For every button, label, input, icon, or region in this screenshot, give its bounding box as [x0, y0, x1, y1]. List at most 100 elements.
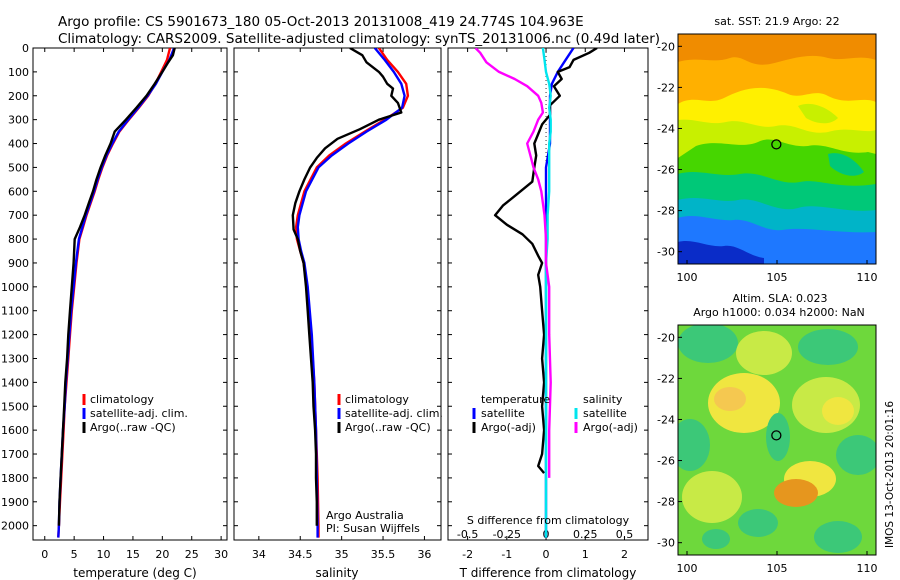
legend-label-argo: Argo(..raw -QC)	[90, 421, 176, 434]
sla-map-argo-location-marker	[771, 430, 782, 441]
depth-tick-label: 0	[22, 42, 29, 55]
temperature-series-argo-raw-qc	[57, 48, 176, 526]
depth-tick-label: 300	[8, 114, 29, 127]
temperature-x-tick-label: 20	[155, 548, 169, 561]
depth-tick-label: 200	[8, 90, 29, 103]
depth-tick-label: 500	[8, 161, 29, 174]
depth-tick-label: 1100	[1, 305, 29, 318]
temperature-series-group	[57, 48, 176, 538]
sla-region-teal	[798, 329, 858, 365]
difference-series-temperature-argo-adj	[493, 48, 598, 474]
sst-map-lat-label: -22	[657, 81, 675, 94]
legend-label-climatology: climatology	[90, 393, 154, 406]
difference-x-tick-label: 1	[582, 548, 589, 561]
series-lines-layer	[57, 48, 598, 538]
difference-x-tick-label: -2	[462, 548, 473, 561]
salinity-panel-frame	[233, 47, 442, 541]
sla-region-orange	[774, 479, 818, 507]
temperature-x-tick-label: 10	[97, 548, 111, 561]
depth-tick-label: 1300	[1, 352, 29, 365]
sla-map-lon-label: 110	[857, 562, 878, 575]
sst-region-lime-patch	[798, 103, 838, 124]
salinity-series-group	[291, 48, 410, 538]
sla-map-lon-label: 105	[767, 562, 788, 575]
salinity-difference-tick-label: -0.25	[493, 528, 521, 541]
sla-region-teal	[738, 509, 778, 537]
legend-title-temperature: temperature	[481, 393, 550, 406]
salinity-legend: climatology satellite-adj. clim. Argo(..…	[337, 393, 443, 434]
sla-map-lat-label: -26	[657, 455, 675, 468]
sla-map-subtitle: Argo h1000: 0.034 h2000: NaN	[693, 306, 865, 319]
axis-ticks-layer: 0 100 200 300 400 500 600 700 800 900 1000 1100 1200…	[1, 42, 648, 561]
depth-tick-label: 600	[8, 185, 29, 198]
salinity-series-argo-raw-qc	[291, 48, 403, 526]
temperature-x-label: temperature (deg C)	[73, 566, 196, 580]
sst-map-lat-label: -24	[657, 122, 675, 135]
salinity-x-tick-label: 34.5	[288, 548, 313, 561]
sla-map-lat-label: -22	[657, 372, 675, 385]
sla-region-teal	[678, 419, 710, 471]
legend-label-t-satellite: satellite	[481, 407, 525, 420]
difference-series-salinity-argo-adj	[474, 48, 552, 478]
salinity-difference-tick-label: -0.5	[457, 528, 478, 541]
sst-map-lon-label: 100	[677, 271, 698, 284]
sla-region-teal	[678, 325, 738, 363]
salinity-x-tick-label: 34	[252, 548, 266, 561]
depth-tick-label: 1000	[1, 281, 29, 294]
sst-map-lat-label: -28	[657, 205, 675, 218]
temperature-x-tick-label: 25	[185, 548, 199, 561]
figure-title-line-2: Climatology: CARS2009. Satellite-adjuste…	[58, 31, 660, 47]
depth-tick-label: 800	[8, 233, 29, 246]
difference-top-label: S difference from climatology	[467, 514, 630, 527]
sst-map-lat-label: -26	[657, 164, 675, 177]
sla-region-yellow-green	[682, 471, 742, 523]
sla-map-lat-label: -20	[657, 331, 675, 344]
depth-tick-label: 700	[8, 209, 29, 222]
sst-region-teal-patch	[828, 153, 864, 176]
difference-legend: temperature salinity satellite Argo(-adj…	[472, 393, 638, 434]
depth-tick-label: 1700	[1, 448, 29, 461]
legend-label-s-satellite: satellite	[583, 407, 627, 420]
depth-tick-label: 1900	[1, 496, 29, 509]
depth-tick-label: 100	[8, 66, 29, 79]
difference-x-label: T difference from climatology	[459, 566, 637, 580]
legend-label-satellite-adj: satellite-adj. clim.	[90, 407, 188, 420]
legend-label-t-argo: Argo(-adj)	[481, 421, 536, 434]
sst-map-argo-location-marker	[771, 139, 782, 150]
sla-region-orange	[714, 387, 746, 411]
difference-x-tick-label: 2	[621, 548, 628, 561]
sst-map-lat-label: -20	[657, 40, 675, 53]
sla-map-lat-label: -24	[657, 413, 675, 426]
depth-tick-label: 900	[8, 257, 29, 270]
depth-tick-label: 400	[8, 138, 29, 151]
argo-australia-annotation: Argo Australia	[326, 509, 404, 522]
temperature-panel-frame	[32, 47, 228, 541]
sst-map-title: sat. SST: 21.9 Argo: 22	[714, 15, 839, 28]
sla-map-title: Altim. SLA: 0.023	[732, 292, 827, 305]
sla-region-teal	[814, 521, 862, 553]
sst-map-lon-label: 110	[857, 271, 878, 284]
salinity-x-label: salinity	[315, 566, 358, 580]
salinity-x-tick-label: 35.5	[371, 548, 396, 561]
difference-x-tick-label: -1	[501, 548, 512, 561]
legend-label-s-argo: Argo(-adj)	[583, 421, 638, 434]
salinity-x-tick-label: 35	[335, 548, 349, 561]
sla-region-teal	[766, 413, 790, 461]
temperature-legend: climatology satellite-adj. clim. Argo(..…	[82, 393, 188, 434]
imos-timestamp: IMOS 13-Oct-2013 20:01:16	[884, 401, 896, 548]
sla-region-teal	[702, 529, 730, 549]
difference-series-salinity-satellite	[541, 48, 552, 538]
temperature-x-tick-label: 15	[126, 548, 140, 561]
sst-map-lon-label: 105	[767, 271, 788, 284]
difference-series-group	[474, 48, 598, 538]
temperature-x-tick-label: 30	[214, 548, 228, 561]
legend-label-climatology: climatology	[345, 393, 409, 406]
depth-tick-label: 1200	[1, 329, 29, 342]
legend-title-salinity: salinity	[583, 393, 623, 406]
sst-map-lat-label: -30	[657, 246, 675, 259]
temperature-x-tick-label: 5	[71, 548, 78, 561]
salinity-series-satellite-adj-clim	[296, 48, 406, 538]
pi-annotation: PI: Susan Wijffels	[326, 522, 420, 535]
